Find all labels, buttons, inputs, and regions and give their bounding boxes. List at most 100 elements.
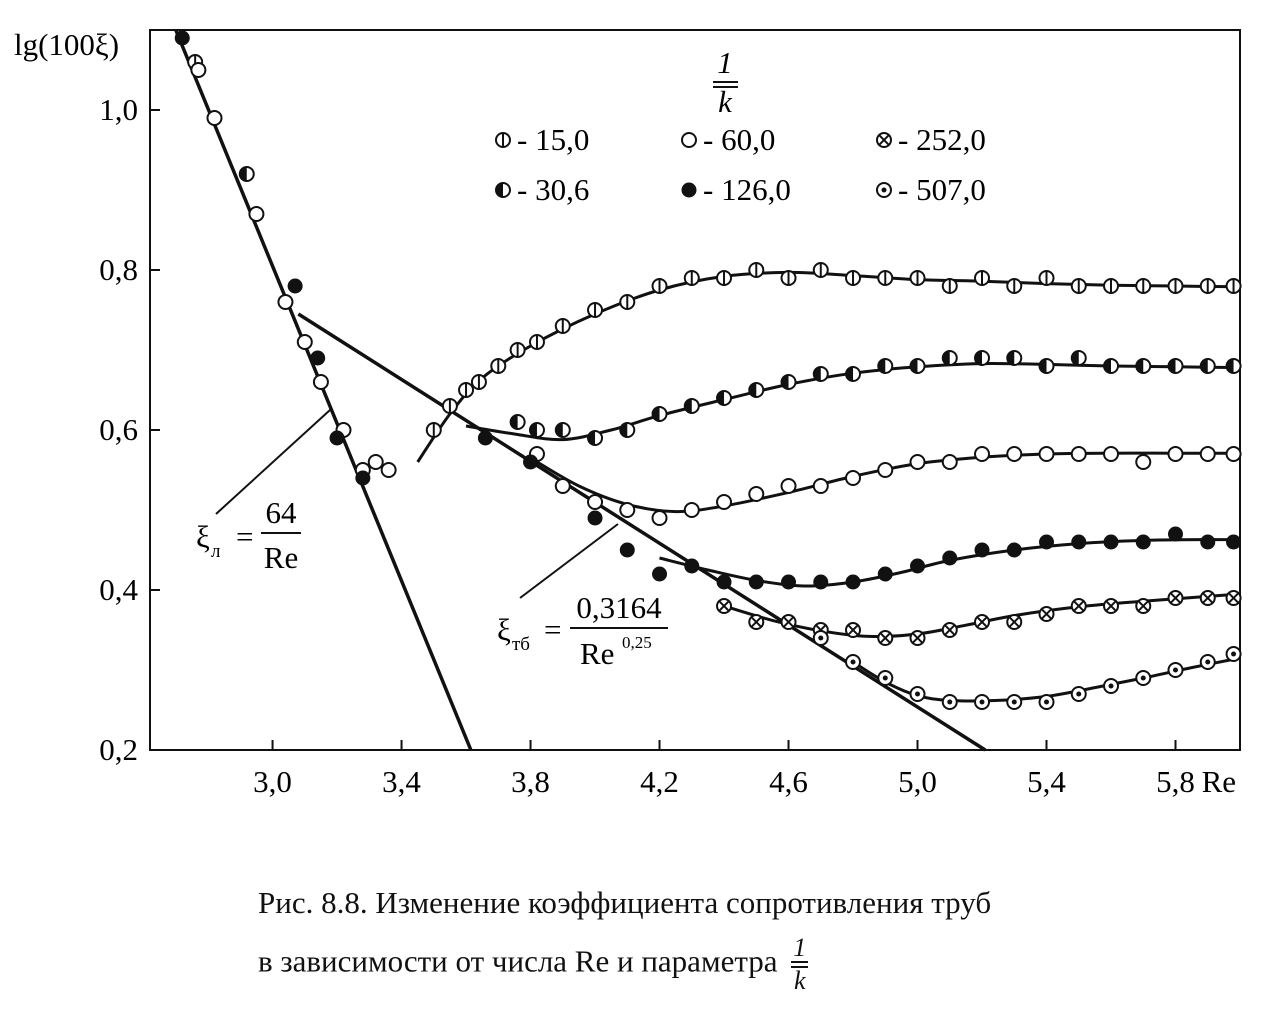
data-point-s4 xyxy=(684,558,700,574)
data-point-s4-dot xyxy=(287,278,303,294)
data-point-s1 xyxy=(1135,278,1152,294)
data-point-s3-ring xyxy=(812,478,829,494)
data-point-s1 xyxy=(1225,278,1242,294)
data-point-s5-cross-b xyxy=(1169,592,1182,604)
data-point-s3-ring xyxy=(748,486,765,502)
data-point-s3-ring xyxy=(554,478,571,494)
data-point-s1 xyxy=(1103,278,1120,294)
data-point-s3-ring xyxy=(587,494,604,510)
x-tick-label: 5,8 xyxy=(1156,764,1195,799)
data-point-s3-ring xyxy=(909,454,926,470)
data-point-s3 xyxy=(748,486,765,502)
data-point-s3 xyxy=(974,446,991,462)
x-tick-label: 3,0 xyxy=(253,764,292,799)
data-point-s3 xyxy=(845,470,862,486)
fitted-curve-6 xyxy=(852,656,1241,703)
data-point-s4-dot xyxy=(1226,534,1242,550)
data-point-s6-center xyxy=(818,635,824,641)
data-point-s2-fill xyxy=(878,359,886,373)
data-point-s2 xyxy=(1038,358,1055,374)
turbulent-xi: ξ xyxy=(497,612,511,647)
x-tick-label: 5,4 xyxy=(1027,764,1066,799)
data-point-s5-cross-b xyxy=(847,624,859,636)
data-point-s2-fill xyxy=(942,351,950,365)
data-point-s6 xyxy=(1038,694,1055,710)
data-point-s4-dot xyxy=(619,542,635,558)
legend-marker-4-dot xyxy=(681,182,697,198)
reference-line-laminar xyxy=(174,29,473,751)
data-point-s1 xyxy=(1167,278,1184,294)
data-point-s2 xyxy=(1070,350,1087,366)
data-point-s2 xyxy=(1135,358,1152,374)
data-point-s4 xyxy=(355,470,371,486)
data-point-s4 xyxy=(1006,542,1022,558)
data-point-s2 xyxy=(748,382,765,398)
data-point-s4-dot xyxy=(813,574,829,590)
data-point-s3-ring xyxy=(1038,446,1055,462)
data-point-s2 xyxy=(1103,358,1120,374)
data-point-s3-ring xyxy=(1199,446,1216,462)
data-point-s3-ring xyxy=(1006,446,1023,462)
data-point-s3 xyxy=(651,510,668,526)
data-point-s4 xyxy=(477,430,493,446)
laminar-xi: ξ xyxy=(196,519,210,554)
data-point-s3 xyxy=(619,502,636,518)
data-point-s1 xyxy=(683,270,700,286)
plot-frame xyxy=(149,29,1241,751)
data-point-s3 xyxy=(1199,446,1216,462)
data-point-s4-dot xyxy=(477,430,493,446)
data-point-s3 xyxy=(716,494,733,510)
data-point-s1 xyxy=(528,334,545,350)
data-point-s2 xyxy=(974,350,991,366)
data-point-s3-ring xyxy=(1135,454,1152,470)
data-point-s6 xyxy=(1199,654,1216,670)
laminar-subscript: л xyxy=(211,541,221,562)
data-point-s3 xyxy=(909,454,926,470)
data-point-s3 xyxy=(312,374,329,390)
data-point-s5-cross-b xyxy=(911,632,924,644)
data-point-s4 xyxy=(587,510,603,526)
data-point-s4-dot xyxy=(684,558,700,574)
data-point-s5 xyxy=(1225,590,1242,606)
data-point-s4 xyxy=(1200,534,1216,550)
data-point-s1 xyxy=(458,382,475,398)
data-point-s5-cross-b xyxy=(1008,616,1020,628)
data-point-s1 xyxy=(1038,270,1055,286)
data-point-s2 xyxy=(780,374,797,390)
caption-fraction: 1 k xyxy=(791,935,809,994)
data-point-s3-ring xyxy=(716,494,733,510)
data-point-s4 xyxy=(781,574,797,590)
data-point-s1 xyxy=(716,270,733,286)
data-point-s1 xyxy=(470,374,487,390)
data-point-s2 xyxy=(651,406,668,422)
data-point-s3 xyxy=(190,62,207,78)
data-point-s4 xyxy=(1103,534,1119,550)
x-axis-label: Re xyxy=(1202,764,1236,799)
data-point-s3 xyxy=(1225,446,1242,462)
data-point-s3-ring xyxy=(845,470,862,486)
data-point-s2 xyxy=(812,366,829,382)
data-point-s2 xyxy=(845,366,862,382)
data-point-s5-cross-b xyxy=(1202,592,1214,604)
data-point-s6-center xyxy=(1231,651,1237,657)
data-point-s3 xyxy=(380,462,397,478)
data-point-s4 xyxy=(619,542,635,558)
legend: 1 k - 15,0 - 60,0 - 252,0 - 30,6 - 126,0 - 50… xyxy=(495,45,986,207)
data-point-s1 xyxy=(780,270,797,286)
legend-marker-4 xyxy=(681,182,697,198)
data-point-s4 xyxy=(174,30,190,46)
legend-marker-3-ring xyxy=(681,132,697,148)
data-point-s4 xyxy=(287,278,303,294)
data-point-s3-ring xyxy=(248,206,265,222)
laminar-numerator: 64 xyxy=(266,495,298,530)
data-point-s2 xyxy=(909,358,926,374)
x-tick-label: 3,8 xyxy=(511,764,550,799)
data-point-s3 xyxy=(587,494,604,510)
data-points xyxy=(174,30,1242,710)
data-point-s2-fill xyxy=(1136,359,1144,373)
data-point-s4-dot xyxy=(355,470,371,486)
figure-caption-line-2: в зависимости от числа Re и параметра 1 … xyxy=(258,935,809,994)
data-point-s6-center xyxy=(1205,659,1211,665)
data-point-s2 xyxy=(877,358,894,374)
